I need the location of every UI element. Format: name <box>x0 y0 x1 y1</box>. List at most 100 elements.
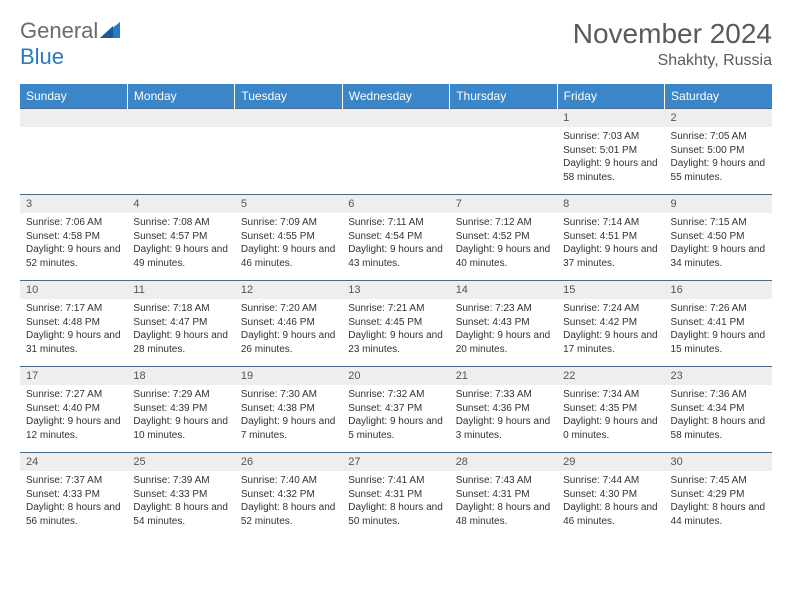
day-details: Sunrise: 7:23 AMSunset: 4:43 PMDaylight:… <box>450 299 557 360</box>
logo-text: General Blue <box>20 18 120 70</box>
day-details: Sunrise: 7:33 AMSunset: 4:36 PMDaylight:… <box>450 385 557 446</box>
daylight-text: Daylight: 8 hours and 58 minutes. <box>671 415 766 442</box>
day-number: 23 <box>665 367 772 385</box>
daylight-text: Daylight: 8 hours and 48 minutes. <box>456 501 551 528</box>
day-number <box>127 109 234 127</box>
daylight-text: Daylight: 8 hours and 52 minutes. <box>241 501 336 528</box>
daylight-text: Daylight: 9 hours and 26 minutes. <box>241 329 336 356</box>
calendar-day: 14Sunrise: 7:23 AMSunset: 4:43 PMDayligh… <box>450 281 557 367</box>
day-details: Sunrise: 7:11 AMSunset: 4:54 PMDaylight:… <box>342 213 449 274</box>
col-monday: Monday <box>127 84 234 109</box>
day-number: 19 <box>235 367 342 385</box>
day-number <box>450 109 557 127</box>
calendar-day: 5Sunrise: 7:09 AMSunset: 4:55 PMDaylight… <box>235 195 342 281</box>
day-number: 21 <box>450 367 557 385</box>
calendar-day <box>450 109 557 195</box>
daylight-text: Daylight: 9 hours and 12 minutes. <box>26 415 121 442</box>
sunset-text: Sunset: 4:51 PM <box>563 230 658 244</box>
day-number: 17 <box>20 367 127 385</box>
calendar-day: 27Sunrise: 7:41 AMSunset: 4:31 PMDayligh… <box>342 453 449 539</box>
daylight-text: Daylight: 9 hours and 34 minutes. <box>671 243 766 270</box>
calendar-day <box>127 109 234 195</box>
calendar-day: 12Sunrise: 7:20 AMSunset: 4:46 PMDayligh… <box>235 281 342 367</box>
sunset-text: Sunset: 4:42 PM <box>563 316 658 330</box>
calendar-day <box>20 109 127 195</box>
calendar-day: 29Sunrise: 7:44 AMSunset: 4:30 PMDayligh… <box>557 453 664 539</box>
day-details: Sunrise: 7:36 AMSunset: 4:34 PMDaylight:… <box>665 385 772 446</box>
day-details: Sunrise: 7:05 AMSunset: 5:00 PMDaylight:… <box>665 127 772 188</box>
day-number: 15 <box>557 281 664 299</box>
sunrise-text: Sunrise: 7:26 AM <box>671 302 766 316</box>
sunrise-text: Sunrise: 7:17 AM <box>26 302 121 316</box>
calendar-week: 17Sunrise: 7:27 AMSunset: 4:40 PMDayligh… <box>20 367 772 453</box>
calendar-day: 8Sunrise: 7:14 AMSunset: 4:51 PMDaylight… <box>557 195 664 281</box>
sunset-text: Sunset: 4:55 PM <box>241 230 336 244</box>
calendar-day: 23Sunrise: 7:36 AMSunset: 4:34 PMDayligh… <box>665 367 772 453</box>
sunset-text: Sunset: 4:54 PM <box>348 230 443 244</box>
location-label: Shakhty, Russia <box>573 52 772 70</box>
day-details: Sunrise: 7:34 AMSunset: 4:35 PMDaylight:… <box>557 385 664 446</box>
calendar-week: 24Sunrise: 7:37 AMSunset: 4:33 PMDayligh… <box>20 453 772 539</box>
daylight-text: Daylight: 8 hours and 44 minutes. <box>671 501 766 528</box>
sunrise-text: Sunrise: 7:06 AM <box>26 216 121 230</box>
daylight-text: Daylight: 8 hours and 54 minutes. <box>133 501 228 528</box>
page-title: November 2024 <box>573 18 772 50</box>
sunrise-text: Sunrise: 7:32 AM <box>348 388 443 402</box>
calendar-day: 22Sunrise: 7:34 AMSunset: 4:35 PMDayligh… <box>557 367 664 453</box>
col-thursday: Thursday <box>450 84 557 109</box>
calendar-day: 2Sunrise: 7:05 AMSunset: 5:00 PMDaylight… <box>665 109 772 195</box>
day-details: Sunrise: 7:29 AMSunset: 4:39 PMDaylight:… <box>127 385 234 446</box>
sunrise-text: Sunrise: 7:30 AM <box>241 388 336 402</box>
day-header-row: Sunday Monday Tuesday Wednesday Thursday… <box>20 84 772 109</box>
daylight-text: Daylight: 9 hours and 52 minutes. <box>26 243 121 270</box>
day-details: Sunrise: 7:17 AMSunset: 4:48 PMDaylight:… <box>20 299 127 360</box>
day-details: Sunrise: 7:09 AMSunset: 4:55 PMDaylight:… <box>235 213 342 274</box>
sunset-text: Sunset: 4:50 PM <box>671 230 766 244</box>
calendar-day <box>342 109 449 195</box>
day-details: Sunrise: 7:32 AMSunset: 4:37 PMDaylight:… <box>342 385 449 446</box>
day-number: 16 <box>665 281 772 299</box>
calendar-day: 28Sunrise: 7:43 AMSunset: 4:31 PMDayligh… <box>450 453 557 539</box>
day-number: 25 <box>127 453 234 471</box>
sunset-text: Sunset: 4:41 PM <box>671 316 766 330</box>
day-number: 9 <box>665 195 772 213</box>
sunrise-text: Sunrise: 7:29 AM <box>133 388 228 402</box>
daylight-text: Daylight: 8 hours and 50 minutes. <box>348 501 443 528</box>
daylight-text: Daylight: 9 hours and 31 minutes. <box>26 329 121 356</box>
calendar-day: 25Sunrise: 7:39 AMSunset: 4:33 PMDayligh… <box>127 453 234 539</box>
day-number <box>235 109 342 127</box>
daylight-text: Daylight: 9 hours and 20 minutes. <box>456 329 551 356</box>
sunrise-text: Sunrise: 7:23 AM <box>456 302 551 316</box>
calendar-day: 16Sunrise: 7:26 AMSunset: 4:41 PMDayligh… <box>665 281 772 367</box>
day-number: 28 <box>450 453 557 471</box>
day-details: Sunrise: 7:21 AMSunset: 4:45 PMDaylight:… <box>342 299 449 360</box>
col-saturday: Saturday <box>665 84 772 109</box>
day-details: Sunrise: 7:14 AMSunset: 4:51 PMDaylight:… <box>557 213 664 274</box>
sunset-text: Sunset: 4:52 PM <box>456 230 551 244</box>
calendar-day: 3Sunrise: 7:06 AMSunset: 4:58 PMDaylight… <box>20 195 127 281</box>
daylight-text: Daylight: 9 hours and 37 minutes. <box>563 243 658 270</box>
day-number: 20 <box>342 367 449 385</box>
sunset-text: Sunset: 4:29 PM <box>671 488 766 502</box>
calendar-day: 17Sunrise: 7:27 AMSunset: 4:40 PMDayligh… <box>20 367 127 453</box>
logo: General Blue <box>20 18 120 70</box>
day-details: Sunrise: 7:39 AMSunset: 4:33 PMDaylight:… <box>127 471 234 532</box>
sunset-text: Sunset: 4:34 PM <box>671 402 766 416</box>
day-details: Sunrise: 7:15 AMSunset: 4:50 PMDaylight:… <box>665 213 772 274</box>
sunset-text: Sunset: 4:35 PM <box>563 402 658 416</box>
daylight-text: Daylight: 9 hours and 7 minutes. <box>241 415 336 442</box>
day-number: 2 <box>665 109 772 127</box>
day-number: 30 <box>665 453 772 471</box>
day-number: 18 <box>127 367 234 385</box>
calendar-day: 10Sunrise: 7:17 AMSunset: 4:48 PMDayligh… <box>20 281 127 367</box>
calendar-table: Sunday Monday Tuesday Wednesday Thursday… <box>20 84 772 539</box>
day-details: Sunrise: 7:06 AMSunset: 4:58 PMDaylight:… <box>20 213 127 274</box>
sunset-text: Sunset: 4:31 PM <box>456 488 551 502</box>
sail-icon <box>100 18 120 43</box>
sunset-text: Sunset: 5:00 PM <box>671 144 766 158</box>
sunset-text: Sunset: 4:47 PM <box>133 316 228 330</box>
sunrise-text: Sunrise: 7:33 AM <box>456 388 551 402</box>
daylight-text: Daylight: 9 hours and 5 minutes. <box>348 415 443 442</box>
sunset-text: Sunset: 4:33 PM <box>133 488 228 502</box>
sunset-text: Sunset: 4:38 PM <box>241 402 336 416</box>
